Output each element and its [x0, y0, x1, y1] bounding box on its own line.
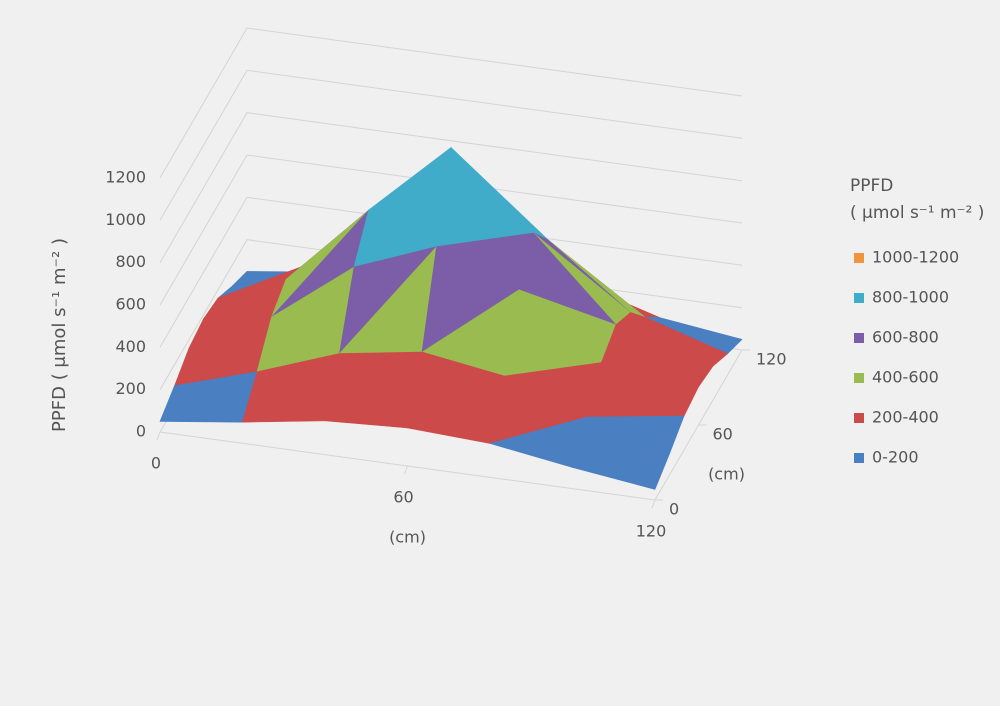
grid-line — [159, 69, 743, 221]
x-tick-label: 60 — [393, 488, 413, 507]
z-tick-label: 1200 — [105, 168, 146, 187]
legend-swatch — [854, 293, 864, 303]
x-tick-label: 120 — [636, 522, 667, 541]
z-axis-label: PPFD ( μmol s⁻¹ m⁻² ) — [49, 238, 70, 432]
x-tick — [651, 499, 656, 509]
y-axis-label: (cm) — [708, 465, 745, 484]
grid-line — [159, 196, 743, 348]
legend-label: 400-600 — [872, 368, 939, 387]
legend-swatch — [854, 453, 864, 463]
surface-facet — [572, 453, 670, 490]
z-tick-label: 400 — [115, 337, 146, 356]
x-tick-label: 0 — [151, 454, 161, 473]
legend-label: 0-200 — [872, 448, 919, 467]
legend-label: 800-1000 — [872, 288, 949, 307]
legend-swatch — [854, 333, 864, 343]
legend-label: 200-400 — [872, 408, 939, 427]
legend-swatch — [854, 253, 864, 263]
z-tick-label: 200 — [115, 379, 146, 398]
z-tick-label: 1000 — [105, 210, 146, 229]
legend-title: PPFD — [850, 176, 893, 196]
legend-swatch — [854, 373, 864, 383]
y-tick-label: 60 — [713, 425, 733, 444]
legend-swatch — [854, 413, 864, 423]
grid-line — [159, 154, 743, 306]
z-tick-label: 600 — [115, 295, 146, 314]
y-tick-label: 0 — [669, 500, 679, 519]
x-tick — [156, 431, 161, 441]
grid-line — [159, 112, 743, 263]
x-axis-label: (cm) — [389, 528, 426, 547]
z-tick-label: 800 — [115, 252, 146, 271]
legend-title: ( μmol s⁻¹ m⁻² ) — [850, 203, 984, 223]
x-tick — [404, 465, 408, 475]
grid-line — [159, 27, 743, 179]
legend-label: 1000-1200 — [872, 248, 959, 267]
legend-label: 600-800 — [872, 328, 939, 347]
y-tick-label: 120 — [756, 350, 787, 369]
z-tick-label: 0 — [136, 422, 146, 441]
